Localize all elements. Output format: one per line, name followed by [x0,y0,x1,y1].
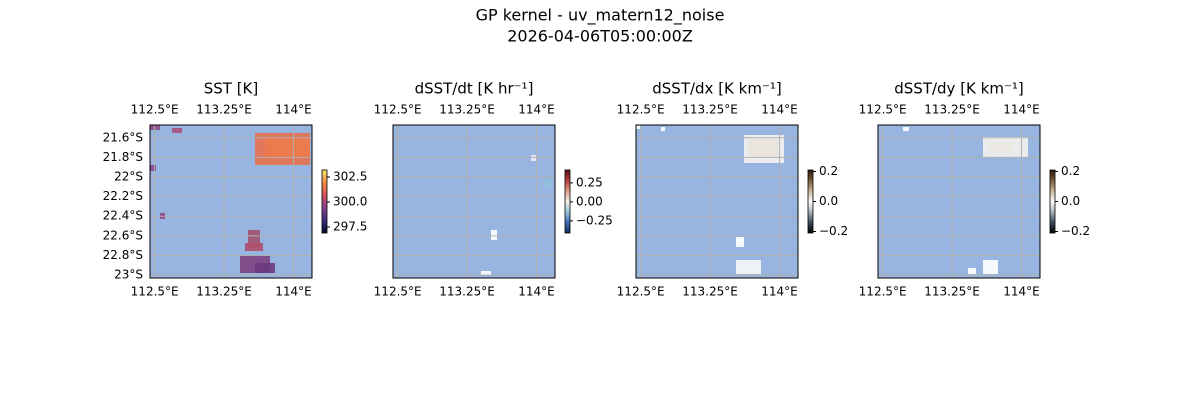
map-frame [635,124,799,279]
field-cell [988,141,1013,153]
panel-title: dSST/dy [K km⁻¹] [894,80,1024,98]
lat-tick-label: 22.6°S [103,228,143,242]
lat-tick-label: 21.8°S [103,150,143,164]
lat-tick-label: 23°S [114,268,143,282]
map-body [636,125,798,278]
lon-tick-label: 112.5°E [617,103,665,117]
colorbar [564,169,571,234]
map-frame [149,124,313,279]
lon-tick-label: 112.5°E [131,285,179,299]
colorbar-tick-label: 300.0 [333,195,367,209]
panel-title: dSST/dx [K km⁻¹] [652,80,782,98]
lon-tick-label: 113.25°E [682,285,738,299]
field-cell [543,180,551,188]
panel-title: dSST/dt [K hr⁻¹] [415,80,534,98]
field-cell [531,155,537,161]
field-cell [481,271,491,275]
colorbar-tick-label: 0.2 [819,164,838,178]
lat-tick-label: 22.2°S [103,189,143,203]
colorbar [807,169,814,234]
lon-tick-label: 112.5°E [859,285,907,299]
colorbar-tick-label: −0.2 [819,224,848,238]
panel-title: SST [K] [204,80,259,98]
field-cell [150,165,156,171]
field-cell [736,237,744,247]
lat-tick-label: 22°S [114,169,143,183]
field-cell [255,263,275,273]
lon-tick-label: 114°E [518,285,555,299]
lon-tick-label: 113.25°E [682,103,738,117]
colorbar-tick-label: −0.25 [576,213,613,227]
lon-tick-label: 113.25°E [196,285,252,299]
lon-tick-label: 112.5°E [617,285,665,299]
field-cell [968,268,976,274]
map-panel: 112.5°E 112.5°E 113.25°E 113.25°E 114°E 114°E… [374,80,613,299]
lon-tick-label: 113.25°E [924,103,980,117]
lon-tick-label: 114°E [275,103,312,117]
lon-tick-label: 112.5°E [374,285,422,299]
map-frame [877,124,1041,279]
colorbar-tick-label: −0.2 [1061,224,1090,238]
lon-tick-label: 114°E [1003,103,1040,117]
field-cell [903,127,909,131]
field-cell [172,128,182,133]
map-body [878,125,1040,278]
map-panel: 112.5°E 112.5°E 113.25°E 113.25°E 114°E 114°E… [859,80,1090,299]
figure-subtitle: 2026-04-06T05:00:00Z [507,27,693,46]
colorbar-tick-label: 0.2 [1061,164,1080,178]
field-cell [736,260,761,274]
colorbar [1049,169,1056,234]
map-panel: 112.5°E 112.5°E 113.25°E 113.25°E 114°E 114°E… [103,80,368,299]
lon-tick-label: 113.25°E [439,103,495,117]
colorbar-tick-label: 0.25 [576,175,603,189]
field-cell [748,139,778,157]
lon-tick-label: 113.25°E [196,103,252,117]
lat-tick-label: 21.6°S [103,130,143,144]
field-cell [636,125,640,129]
colorbar-tick-label: 302.5 [333,170,367,184]
colorbar-tick-label: 0.0 [819,194,838,208]
lon-tick-label: 113.25°E [439,285,495,299]
lon-tick-label: 114°E [761,285,798,299]
lon-tick-label: 113.25°E [924,285,980,299]
field-cell [491,230,497,240]
lon-tick-label: 114°E [275,285,312,299]
lat-tick-label: 22.8°S [103,248,143,262]
lon-tick-label: 114°E [518,103,555,117]
figure-title: GP kernel - uv_matern12_noise [476,6,725,26]
colorbar-tick-label: 0.00 [576,194,603,208]
field-cell [661,127,665,131]
lon-tick-label: 112.5°E [131,103,179,117]
colorbar [321,169,328,234]
field-cell [265,138,310,158]
map-panel: 112.5°E 112.5°E 113.25°E 113.25°E 114°E 114°E… [617,80,848,299]
field-cell [245,243,263,251]
colorbar-tick-label: 297.5 [333,220,367,234]
lon-tick-label: 114°E [1003,285,1040,299]
map-frame [392,124,556,279]
lon-tick-label: 112.5°E [374,103,422,117]
lon-tick-label: 112.5°E [859,103,907,117]
ocean [393,125,555,278]
lon-tick-label: 114°E [761,103,798,117]
lat-tick-label: 22.4°S [103,209,143,223]
colorbar-tick-label: 0.0 [1061,194,1080,208]
field-cell [983,260,998,274]
map-body [393,125,555,278]
map-body [150,125,312,278]
